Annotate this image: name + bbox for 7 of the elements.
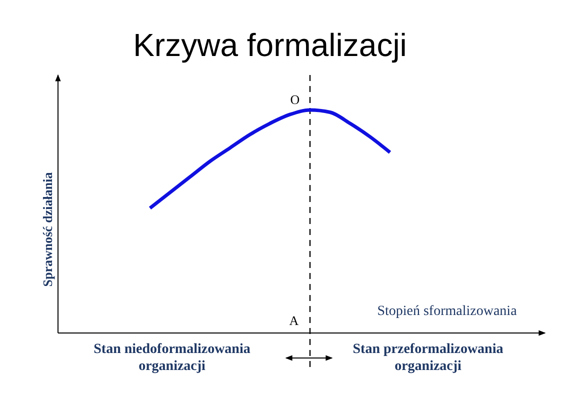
text: O <box>290 92 300 107</box>
chart-title: Krzywa formalizacji <box>133 27 407 63</box>
annotation: A <box>289 313 300 328</box>
text: Stan niedoformalizowania organizacji <box>94 342 250 374</box>
text: Sprawność działania <box>40 172 55 287</box>
text: Stan przeformalizowania organizacji <box>352 342 504 374</box>
x-axis-title: Stopień sformalizowania <box>377 304 518 319</box>
